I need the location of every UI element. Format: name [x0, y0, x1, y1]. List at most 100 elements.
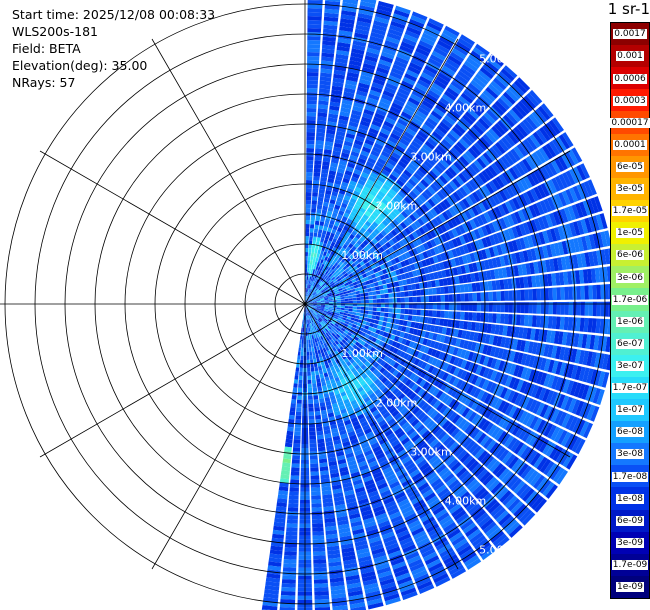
- ppi-gate: [309, 289, 313, 294]
- ppi-gate: [529, 188, 539, 202]
- ppi-gate: [320, 250, 324, 256]
- ppi-gate: [348, 300, 353, 304]
- ppi-gate: [291, 459, 300, 464]
- ppi-gate: [558, 174, 569, 189]
- ppi-gate: [312, 519, 323, 524]
- ppi-gate: [422, 143, 433, 153]
- ppi-gate: [327, 262, 332, 268]
- ppi-gate: [491, 257, 498, 268]
- ppi-gate: [307, 297, 310, 301]
- ppi-gate: [331, 265, 336, 271]
- ppi-gate: [588, 234, 596, 250]
- ppi-gate: [441, 343, 448, 352]
- ppi-gate: [289, 487, 299, 492]
- ppi-gate: [316, 378, 321, 384]
- ppi-gate: [316, 306, 321, 308]
- ppi-gate: [328, 309, 333, 312]
- ppi-gate: [337, 277, 342, 282]
- ppi-gate: [307, 72, 319, 77]
- ppi-gate: [334, 179, 342, 186]
- ppi-gate: [336, 214, 343, 220]
- ppi-gate: [366, 318, 372, 323]
- ppi-gate: [455, 99, 469, 110]
- ppi-gate: [467, 165, 478, 176]
- ppi-gate: [501, 136, 513, 150]
- ppi-gate: [405, 166, 415, 175]
- ppi-gate: [360, 323, 366, 329]
- ppi-gate: [354, 248, 360, 255]
- ppi-gate: [404, 303, 409, 309]
- ppi-gate: [535, 315, 541, 328]
- ppi-gate: [523, 276, 529, 288]
- ppi-gate: [324, 308, 329, 311]
- ppi-gate: [497, 120, 509, 133]
- ppi-gate: [397, 337, 404, 344]
- ppi-gate: [315, 136, 325, 142]
- ppi-gate: [570, 348, 578, 363]
- ppi-gate: [456, 348, 463, 358]
- ppi-gate: [596, 301, 601, 317]
- ppi-gate: [295, 411, 302, 416]
- ppi-gate: [307, 268, 310, 273]
- colorbar-level: 0.0001: [611, 133, 649, 157]
- ppi-gate: [326, 291, 331, 295]
- ppi-gate: [305, 204, 311, 209]
- ppi-gate: [351, 270, 357, 276]
- ppi-gate: [450, 147, 461, 158]
- ppi-gate: [378, 285, 384, 290]
- ppi-gate: [497, 204, 506, 217]
- ppi-gate: [345, 318, 351, 323]
- ppi-gate: [305, 268, 308, 273]
- ppi-gate: [336, 299, 341, 302]
- ppi-gate: [433, 79, 447, 90]
- ppi-gate: [329, 259, 334, 264]
- ppi-gate: [312, 301, 317, 303]
- ppi-gate: [377, 63, 391, 71]
- ppi-gate: [579, 163, 590, 179]
- ppi-gate: [398, 175, 407, 184]
- ppi-gate: [461, 330, 467, 339]
- ppi-gate: [596, 284, 601, 300]
- ppi-gate: [382, 183, 391, 192]
- ppi-gate: [303, 323, 305, 328]
- ppi-gate: [350, 176, 359, 183]
- ppi-ray: [305, 179, 597, 304]
- ppi-gate: [414, 322, 420, 329]
- ppi-gate: [307, 387, 313, 392]
- ppi-gate: [552, 211, 561, 226]
- ppi-gate: [424, 310, 429, 317]
- ppi-gate: [306, 104, 317, 109]
- ppi-gate: [404, 73, 418, 82]
- ppi-gate: [592, 233, 600, 249]
- ppi-gate: [314, 248, 318, 254]
- ppi-gate: [458, 186, 468, 197]
- ppi-gate: [490, 162, 501, 175]
- ppi-gate: [401, 326, 407, 332]
- colorbar-tick-label: 3e-05: [616, 184, 644, 195]
- ppi-gate: [493, 347, 501, 358]
- ppi-gate: [315, 288, 319, 293]
- ppi-gate: [439, 97, 452, 108]
- ppi-gate: [506, 214, 515, 227]
- ppi-gate: [372, 251, 378, 258]
- ppi-gate: [309, 447, 318, 452]
- ppi-gate: [514, 211, 522, 224]
- ppi-gate: [474, 342, 481, 353]
- ppi-gate: [480, 292, 485, 302]
- ppi-gate: [305, 192, 312, 197]
- ppi-gate: [308, 288, 311, 293]
- ppi-gate: [384, 308, 389, 313]
- ppi-gate: [487, 210, 495, 221]
- ppi-gate: [377, 0, 394, 9]
- ppi-gate: [299, 363, 303, 368]
- ppi-gate: [410, 263, 416, 271]
- ppi-gate: [350, 151, 360, 158]
- ppi-gate: [310, 475, 320, 480]
- ppi-ray: [305, 0, 323, 304]
- ppi-gate: [425, 173, 435, 183]
- ppi-gate: [434, 350, 441, 359]
- ppi-gate: [387, 317, 392, 323]
- ppi-gate: [350, 211, 357, 218]
- ppi-gate: [312, 547, 326, 552]
- ppi-gate: [485, 236, 492, 247]
